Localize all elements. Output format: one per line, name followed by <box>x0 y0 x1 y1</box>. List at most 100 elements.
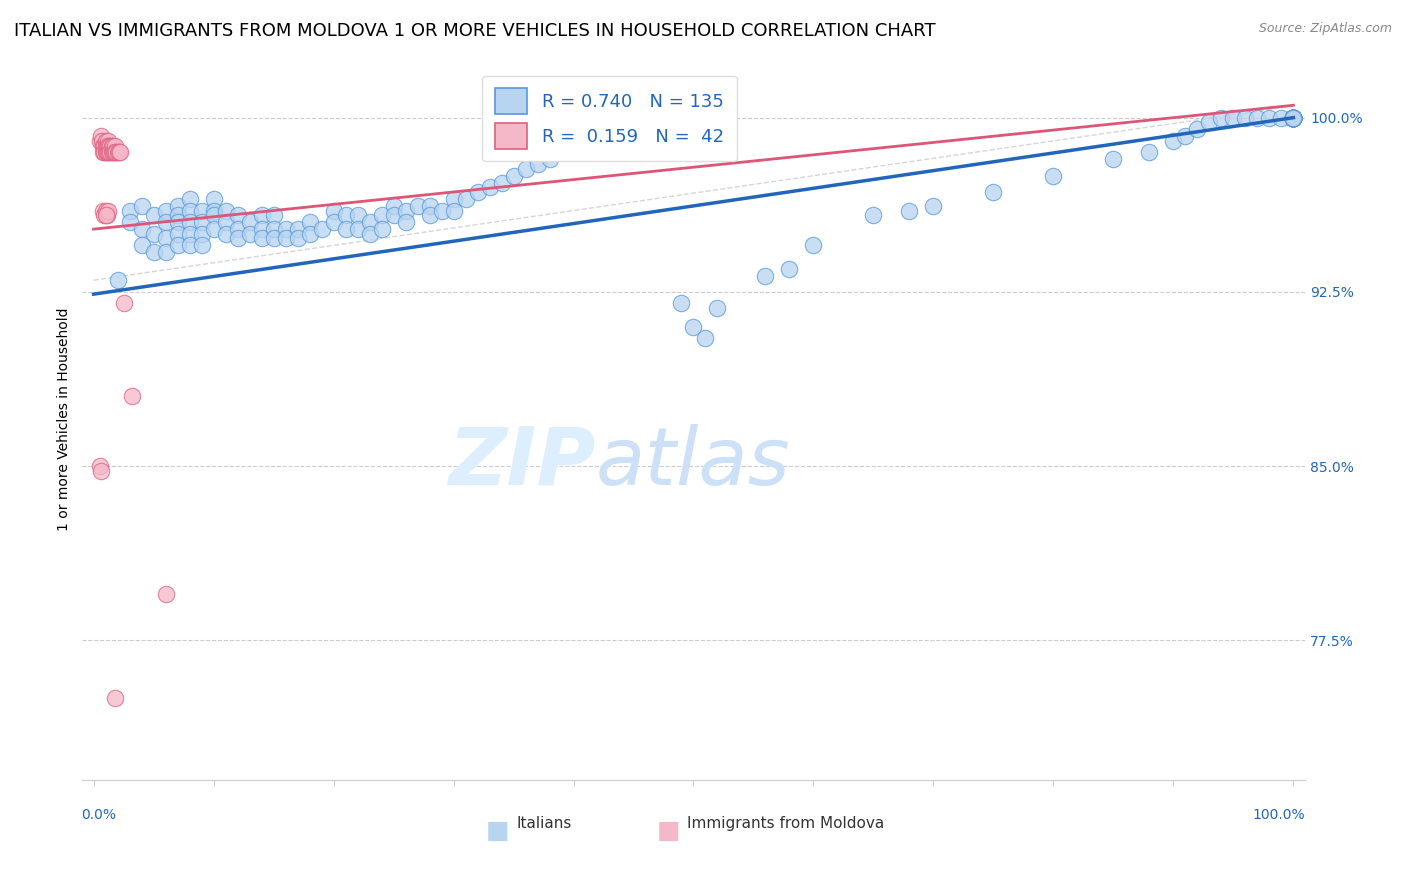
Point <box>250 208 273 222</box>
Point <box>1282 111 1305 125</box>
Point <box>406 199 429 213</box>
Point <box>1282 111 1305 125</box>
Point <box>1187 122 1209 136</box>
Point <box>91 134 114 148</box>
Text: Immigrants from Moldova: Immigrants from Moldova <box>688 816 884 831</box>
Point <box>1282 111 1305 125</box>
Point <box>491 176 513 190</box>
Point <box>359 215 381 229</box>
Point <box>118 203 141 218</box>
Point <box>287 222 309 236</box>
Point <box>443 203 465 218</box>
Point <box>190 227 212 241</box>
Point <box>419 199 441 213</box>
Point <box>706 301 728 315</box>
Point <box>478 180 501 194</box>
Point <box>104 691 127 706</box>
Point <box>179 192 201 206</box>
Point <box>93 208 115 222</box>
Point <box>1282 111 1305 125</box>
Point <box>155 587 177 601</box>
Point <box>190 238 212 252</box>
Point <box>274 222 297 236</box>
Point <box>142 245 165 260</box>
Point <box>155 215 177 229</box>
Point <box>623 134 645 148</box>
Point <box>1282 111 1305 125</box>
Point <box>155 231 177 245</box>
Point <box>1282 111 1305 125</box>
Point <box>155 245 177 260</box>
Point <box>322 203 344 218</box>
Point <box>93 138 115 153</box>
Point <box>142 208 165 222</box>
Point <box>1222 111 1244 125</box>
Point <box>97 134 120 148</box>
Point <box>179 215 201 229</box>
Point <box>179 238 201 252</box>
Point <box>250 231 273 245</box>
Point <box>98 138 121 153</box>
Point <box>695 331 717 345</box>
Point <box>370 222 392 236</box>
Point <box>803 238 825 252</box>
Point <box>226 208 249 222</box>
Point <box>94 208 117 222</box>
Point <box>97 203 120 218</box>
Point <box>1282 111 1305 125</box>
Text: Source: ZipAtlas.com: Source: ZipAtlas.com <box>1258 22 1392 36</box>
Point <box>179 203 201 218</box>
Text: 100.0%: 100.0% <box>1253 808 1305 822</box>
Point <box>94 134 117 148</box>
Point <box>287 231 309 245</box>
Point <box>107 145 129 160</box>
Point <box>467 185 489 199</box>
Point <box>263 222 285 236</box>
Point <box>202 208 225 222</box>
Point <box>105 145 128 160</box>
Point <box>430 203 453 218</box>
Point <box>89 134 111 148</box>
Point <box>190 203 212 218</box>
Point <box>419 208 441 222</box>
Point <box>100 138 122 153</box>
Point <box>90 129 112 144</box>
Point <box>214 227 236 241</box>
Point <box>190 215 212 229</box>
Point <box>346 208 368 222</box>
Point <box>94 145 117 160</box>
Point <box>91 145 114 160</box>
Point <box>311 222 333 236</box>
Point <box>1282 111 1305 125</box>
Text: ■: ■ <box>657 819 681 843</box>
Point <box>100 145 122 160</box>
Point <box>1282 111 1305 125</box>
Point <box>335 222 357 236</box>
Point <box>983 185 1005 199</box>
Point <box>250 222 273 236</box>
Text: 0.0%: 0.0% <box>82 808 117 822</box>
Point <box>322 215 344 229</box>
Point <box>101 138 124 153</box>
Point <box>97 145 120 160</box>
Point <box>538 153 561 167</box>
Point <box>1042 169 1064 183</box>
Point <box>1163 134 1185 148</box>
Point <box>98 145 121 160</box>
Point <box>166 208 188 222</box>
Point <box>1282 111 1305 125</box>
Point <box>166 215 188 229</box>
Point <box>239 227 262 241</box>
Point <box>1282 111 1305 125</box>
Point <box>502 169 524 183</box>
Point <box>263 208 285 222</box>
Point <box>91 138 114 153</box>
Point <box>1282 111 1305 125</box>
Point <box>93 145 115 160</box>
Point <box>96 145 118 160</box>
Point <box>1198 115 1220 129</box>
Legend: R = 0.740   N = 135, R =  0.159   N =  42: R = 0.740 N = 135, R = 0.159 N = 42 <box>482 76 737 161</box>
Point <box>226 231 249 245</box>
Point <box>647 129 669 144</box>
Point <box>100 138 122 153</box>
